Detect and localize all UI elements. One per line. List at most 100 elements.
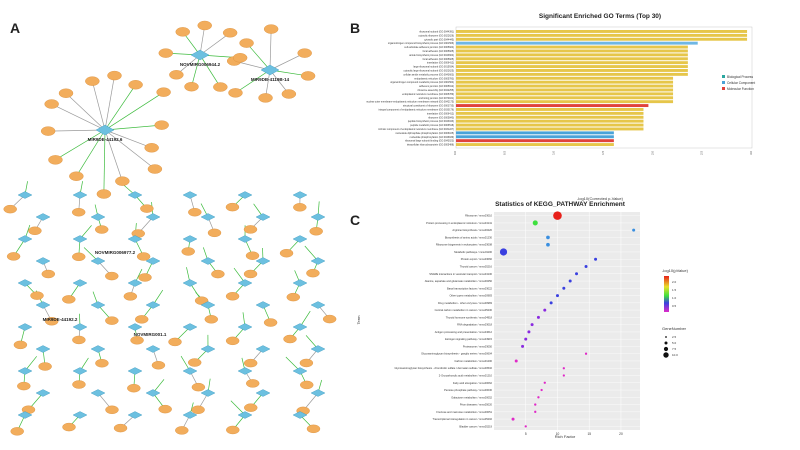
- go-bar: [456, 131, 614, 135]
- network-edge: [269, 29, 272, 71]
- kegg-term-label: Protein processing in endoplasmic reticu…: [426, 221, 492, 225]
- gene-node: [300, 380, 314, 390]
- kegg-point: [534, 403, 537, 406]
- kegg-term-label: Fatty acid elongation / mmu00062: [453, 381, 493, 385]
- kegg-term-label: Prion diseases / mmu05020: [460, 403, 493, 407]
- gene-node: [243, 358, 258, 368]
- gene-node: [135, 315, 149, 324]
- hub-label: MIR9DB-4119B-14: [251, 77, 290, 82]
- gene-node: [95, 225, 109, 234]
- gene-node: [158, 404, 172, 414]
- kegg-point: [584, 265, 588, 268]
- network-edge: [65, 92, 106, 131]
- go-bar: [456, 104, 649, 108]
- kegg-point: [537, 396, 540, 399]
- kegg-point: [543, 308, 547, 312]
- gene-node: [71, 208, 86, 217]
- kegg-term-label: Alanine, aspartate and glutamate metabol…: [425, 279, 493, 283]
- mirna-node: [237, 235, 253, 243]
- panel-letter-b: B: [350, 20, 361, 36]
- gene-node: [283, 334, 297, 344]
- kegg-point: [562, 367, 565, 370]
- gene-node: [204, 315, 219, 324]
- go-term-label: peptide biosynthetic process (GO:0043043…: [408, 120, 454, 123]
- mirna-node: [182, 367, 198, 375]
- go-term-label: ribosome assembly (GO:0042255): [417, 89, 454, 92]
- gene-node: [136, 252, 151, 261]
- kegg-point: [584, 352, 588, 355]
- hub-label: NOVMIRG006977.2: [95, 250, 136, 255]
- gene-node: [96, 189, 112, 199]
- mirna-node: [127, 191, 143, 199]
- kegg-point: [524, 425, 527, 428]
- go-term-label: organonitrogen compound biosynthetic pro…: [388, 42, 454, 45]
- gene-node: [246, 379, 260, 388]
- gene-node: [244, 403, 258, 412]
- go-term-label: ribosome (GO:0005840): [428, 116, 454, 119]
- gene-node: [191, 382, 206, 392]
- mirna-node: [200, 345, 216, 353]
- go-term-label: focal adhesion (GO:0005925): [423, 50, 455, 53]
- go-bar: [456, 100, 674, 104]
- mirna-node: [200, 389, 216, 397]
- mirna-node: [145, 345, 161, 353]
- mirna-hub-node: [260, 64, 280, 76]
- mirna-node: [255, 345, 271, 353]
- gene-node: [69, 171, 84, 181]
- mirna-node: [127, 323, 143, 331]
- kegg-point: [543, 381, 546, 384]
- gene-node: [169, 70, 184, 80]
- mirna-node: [72, 279, 88, 287]
- go-bar: [456, 108, 644, 111]
- gene-node: [232, 53, 248, 63]
- gene-node: [299, 358, 314, 368]
- go-bar: [456, 123, 644, 127]
- network-edge: [55, 129, 106, 161]
- gene-node: [10, 427, 24, 436]
- kegg-term-label: Basal transcription factors / mmu03022: [447, 286, 493, 290]
- kegg-color-tick: 0.5: [672, 304, 677, 308]
- kegg-chart-title: Statistics of KEGG_PATHWAY Enrichment: [495, 201, 626, 208]
- gene-node: [168, 337, 182, 347]
- hub-label: NOVMIRG001.1: [134, 332, 167, 337]
- gene-node: [191, 405, 205, 414]
- gene-node: [6, 252, 21, 261]
- network-edge: [104, 75, 115, 131]
- panel-letter-a: A: [10, 20, 21, 36]
- mirna-node: [182, 235, 198, 243]
- network-edge: [246, 42, 271, 71]
- gene-node: [211, 269, 225, 279]
- network-edge: [104, 84, 136, 131]
- go-term-label: cell-substrate adherens junction (GO:000…: [404, 46, 454, 49]
- mirna-hub-node: [190, 49, 210, 61]
- gene-node: [197, 20, 212, 31]
- go-bar: [456, 61, 688, 65]
- kegg-term-label: Glycosaminoglycan biosynthesis - ganglio…: [421, 352, 492, 356]
- go-legend-label: Biological Process: [727, 75, 753, 79]
- kegg-size-tick: 5.0: [672, 341, 677, 345]
- gene-node: [322, 314, 337, 324]
- go-bar: [456, 69, 688, 72]
- gene-node: [105, 405, 119, 414]
- mirna-node: [35, 257, 51, 265]
- kegg-term-label: Ribosome / mmu03010: [465, 214, 492, 218]
- gene-node: [181, 247, 195, 256]
- kegg-point: [594, 257, 598, 261]
- mirna-node: [145, 213, 161, 221]
- kegg-tick-label: 15: [587, 432, 591, 436]
- go-term-label: amide biosynthetic process (GO:0043604): [409, 54, 454, 57]
- mirna-node: [90, 213, 106, 221]
- gene-node: [58, 88, 74, 98]
- go-term-label: nuclear outer membrane-endoplasmic retic…: [366, 101, 454, 104]
- go-bar: [456, 143, 614, 147]
- mirna-node: [17, 411, 33, 419]
- gene-node: [228, 88, 243, 98]
- go-tick-label: 0.5: [502, 151, 506, 155]
- kegg-term-label: Thyroid hormone synthesis / mmu04918: [446, 315, 493, 319]
- kegg-color-scale: [664, 276, 669, 312]
- go-plot-frame: [455, 26, 753, 149]
- mirna-node: [35, 345, 51, 353]
- gene-node: [17, 381, 31, 391]
- mirna-gene-network: MIR9DE-44192.6 MIR9DB-4119B-14 NOVMIRG0069…: [3, 20, 337, 436]
- go-bar: [456, 49, 688, 53]
